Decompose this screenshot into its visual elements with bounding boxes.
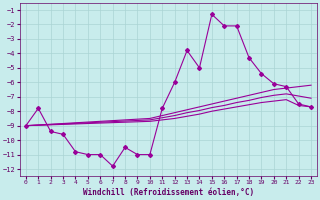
X-axis label: Windchill (Refroidissement éolien,°C): Windchill (Refroidissement éolien,°C) <box>83 188 254 197</box>
